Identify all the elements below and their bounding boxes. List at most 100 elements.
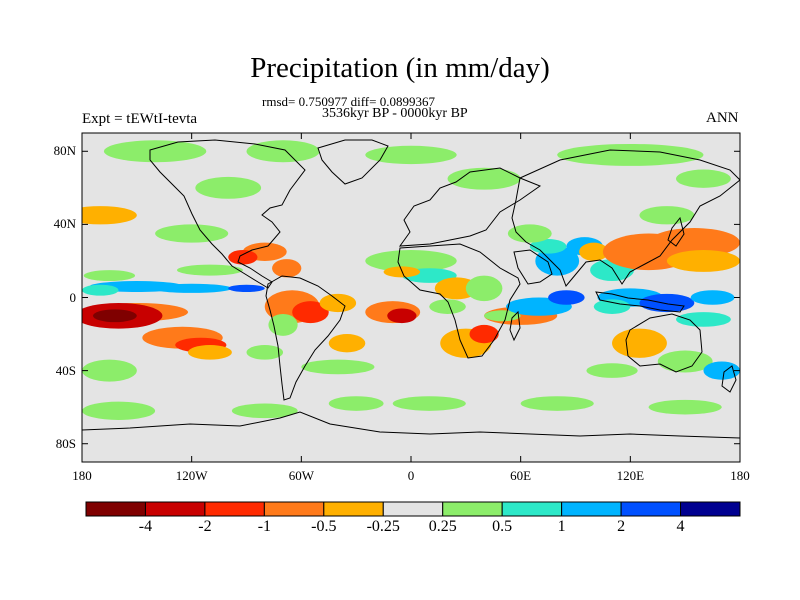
colorbar-label: -0.5: [311, 518, 337, 535]
colorbar-label: 2: [617, 518, 626, 535]
latitude-label: 80N: [53, 143, 76, 159]
anomaly-region: [447, 167, 521, 190]
latitude-label: 40N: [53, 216, 76, 232]
anomaly-region: [155, 224, 229, 243]
latitude-label: 0: [69, 289, 77, 305]
anomaly-region: [579, 242, 609, 261]
colorbar-swatch: [620, 501, 682, 517]
arabia-outline: [513, 249, 553, 285]
colorbar-swatch: [263, 501, 325, 517]
time-period: 3536kyr BP - 0000kyr BP: [322, 106, 468, 121]
anomaly-region: [429, 299, 466, 314]
longitude-label: 0: [407, 468, 415, 483]
antarctica-outline: [82, 411, 740, 439]
anomaly-region: [151, 283, 232, 293]
anomaly-region: [703, 361, 740, 380]
anomaly-region: [593, 299, 631, 314]
anomaly-region: [639, 206, 695, 225]
precip-anomaly-field: [82, 140, 740, 420]
anomaly-region: [188, 345, 232, 360]
colorbar-swatch: [144, 501, 206, 517]
anomaly-region: [666, 249, 740, 272]
anomaly-region: [319, 293, 357, 313]
colorbar: [85, 501, 741, 517]
axis-ticks: [81, 133, 741, 462]
longitude-label: 120E: [616, 468, 645, 483]
indonesia-outline: [595, 291, 685, 313]
europe-outline: [398, 167, 542, 247]
madagascar-outline: [509, 310, 521, 342]
anomaly-region: [82, 284, 119, 296]
season-label: ANN: [706, 110, 739, 126]
longitude-label: 180: [72, 468, 92, 483]
anomaly-region: [83, 270, 136, 282]
anomaly-region: [507, 224, 552, 243]
anomaly-region: [246, 345, 284, 360]
anomaly-region: [676, 169, 731, 188]
north-america-outline: [149, 139, 306, 289]
colorbar-swatch: [501, 501, 563, 517]
anomaly-region: [228, 249, 258, 265]
anomaly-region: [103, 140, 207, 163]
asia-outline: [511, 149, 740, 287]
anomaly-region: [639, 293, 695, 313]
anomaly-region: [246, 140, 320, 163]
colorbar-swatch: [561, 501, 622, 517]
anomaly-region: [82, 401, 156, 420]
colorbar-label: -0.25: [366, 518, 400, 535]
rmsd-diff-stats: rmsd= 0.750977 diff= 0.0899367: [262, 94, 435, 109]
anomaly-region: [648, 228, 740, 258]
anomaly-region: [648, 399, 722, 415]
anomaly-region: [268, 313, 298, 336]
south-america-outline: [265, 275, 346, 401]
anomaly-region: [586, 363, 638, 378]
australia-outline: [625, 313, 703, 373]
colorbar-label: 1: [557, 518, 566, 535]
japan-outline: [667, 216, 685, 247]
greenland-outline: [317, 139, 389, 185]
anomaly-region: [195, 176, 262, 199]
anomaly-region: [365, 249, 457, 272]
new-zealand-outline: [721, 365, 737, 393]
anomaly-region: [301, 359, 375, 375]
anomaly-region: [676, 312, 731, 327]
anomaly-region: [469, 324, 499, 344]
colorbar-label: 0.5: [492, 518, 513, 535]
colorbar-label: 0.25: [428, 518, 457, 535]
anomaly-region: [292, 301, 329, 324]
colorbar-label: -2: [198, 518, 212, 535]
anomaly-region: [535, 246, 580, 276]
latitude-label: 40S: [55, 362, 76, 378]
anomaly-region: [387, 308, 417, 324]
anomaly-region: [557, 143, 704, 166]
longitude-label: 60E: [510, 468, 532, 483]
colorbar-label: 4: [676, 518, 685, 535]
anomaly-region: [465, 275, 503, 302]
anomaly-region: [520, 396, 594, 411]
colorbar-label: -1: [257, 518, 272, 535]
anomaly-region: [612, 328, 667, 358]
latitude-label: 80S: [55, 435, 76, 451]
experiment-label: Expt = tEWtI-tevta: [82, 111, 198, 127]
anomaly-region: [228, 284, 265, 293]
anomaly-region: [328, 396, 384, 411]
colorbar-swatch: [204, 501, 265, 517]
anomaly-region: [365, 145, 457, 165]
colorbar-swatch: [85, 501, 146, 517]
anomaly-region: [529, 239, 567, 254]
africa-outline: [397, 243, 521, 359]
colorbar-swatch: [680, 501, 741, 517]
longitude-label: 180: [730, 468, 750, 483]
anomaly-region: [272, 259, 302, 278]
anomaly-region: [548, 290, 585, 305]
longitude-label: 120W: [175, 468, 208, 483]
map-title: Precipitation (in mm/day): [250, 52, 550, 84]
anomaly-region: [690, 290, 735, 305]
anomaly-region: [177, 264, 243, 276]
colorbar-swatch: [442, 501, 503, 517]
anomaly-region: [231, 403, 298, 419]
colorbar-swatch: [323, 501, 384, 517]
anomaly-region: [328, 334, 366, 353]
anomaly-region: [82, 359, 137, 382]
